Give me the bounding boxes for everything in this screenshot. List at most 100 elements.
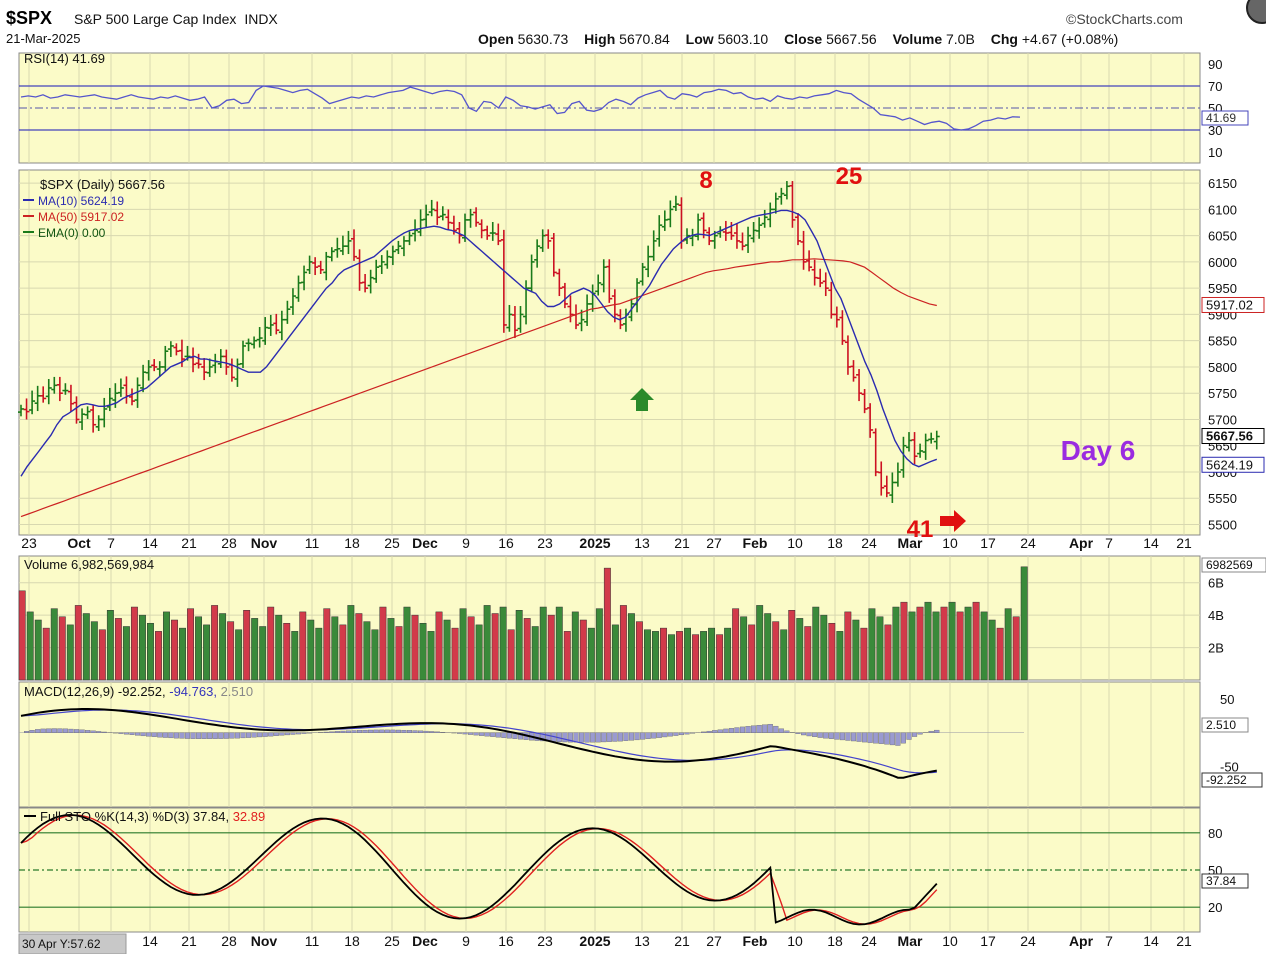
volume-bar [876,616,884,681]
macd-hist-bar [96,731,102,733]
chg-value: +4.67 (+0.08%) [1021,31,1119,47]
ohlc-bar [550,233,557,277]
ohlc-bar [667,200,674,228]
volume-bar [411,614,419,681]
ohlc-bar [722,220,729,241]
volume-bar [18,590,26,681]
ohlc-bar [889,472,896,503]
red-arrow-icon [940,510,966,532]
ohlc-bar [761,209,768,228]
price-tick-label: 5550 [1208,491,1237,506]
ohlc-bar [506,304,513,332]
volume-bar [1004,608,1012,681]
volume-bar [427,631,435,681]
macd-hist-bar [606,732,612,742]
macd-hist-bar [362,729,368,733]
symbol: $SPX [6,8,53,28]
macd-hist-bar [129,732,135,735]
ohlc-bar [267,314,274,336]
ohlc-bar [251,336,258,349]
macd-hist-bar [856,732,862,742]
time-tick-label: 7 [1105,535,1113,551]
volume-bar [379,606,387,681]
annotation-day6: Day 6 [1061,435,1136,466]
volume-bar [138,614,146,681]
ohlc-bar [484,225,491,240]
volume-bar [956,611,964,681]
macd-hist-bar [862,732,868,743]
volume-bar [619,605,627,681]
time-tick-label: 23 [537,535,553,551]
macd-hist-bar [351,730,357,733]
time-tick-label: 10 [942,535,958,551]
ohlc-bar [23,398,30,420]
macd-hist-bar [223,732,229,739]
macd-hist-bar [284,732,290,736]
volume-bar [315,627,323,681]
ohlc-bar [400,236,407,257]
time-tick-label: 27 [706,535,722,551]
macd-hist-bar [229,732,235,739]
macd-hist-bar [906,732,912,740]
ohlc-bar [73,396,80,424]
ohlc-bar [739,232,746,251]
ohlc-bar [206,358,213,377]
volume-legend: Volume 6,982,569,984 [24,557,154,572]
time-tick-label-bottom: 17 [980,933,996,949]
macd-hist-bar [29,730,35,733]
ohlc-bar [600,259,607,293]
macd-last-box [1201,772,1263,788]
crosshair-readout: 30 Apr Y:57.62 [22,937,101,951]
sto-last-box [1201,873,1249,889]
macd-legend-value: -92.252, [118,684,169,699]
time-tick-label: Apr [1069,535,1094,551]
volume-bar [692,634,699,681]
brand-logo[interactable]: ©StockCharts.com [1066,11,1183,27]
macd-hist-bar [867,732,873,743]
volume-bar [82,613,90,681]
ohlc-bar [822,272,829,297]
macd-hist-bar [739,726,746,733]
time-tick-label: 2025 [579,535,610,551]
volume-bar [459,608,467,681]
ohlc-bar [467,208,474,228]
macd-hist-bar [218,732,224,739]
macd-hist-bar [323,731,329,733]
close-button[interactable] [1246,0,1266,24]
sto-k-line [20,813,938,926]
time-tick-label: 21 [181,535,197,551]
volume-bar [772,621,780,681]
time-tick-label-bottom: 24 [1020,933,1036,949]
time-tick-label-bottom: Mar [898,933,923,949]
price-tick-label: 5500 [1208,517,1237,532]
macd-hist-bar [251,732,257,738]
volume-bar [227,621,235,681]
volume-tick-label: 4B [1208,608,1224,623]
macd-hist-bar [767,724,773,733]
chart-header: $SPX S&P 500 Large Cap Index INDX 21-Mar… [0,0,1266,50]
macd-hist-bar [562,732,568,743]
macd-hist-bar [889,732,895,746]
ohlc-bar [795,213,801,246]
ohlc-bar [223,349,230,375]
exchange: INDX [244,11,278,27]
ohlc-bar [661,210,668,231]
volume-bar [331,616,339,681]
ohlc-bar [428,199,435,217]
macd-hist-bar [273,732,279,736]
ma10-legend: MA(10) 5624.19 [38,194,124,208]
volume-bar [603,567,611,681]
volume-bar [507,629,515,681]
volume-bar [555,606,563,681]
volume-bar [491,613,499,681]
ohlc-bar [245,338,252,352]
volume-bar [764,613,772,681]
volume-bar [900,601,908,681]
ohlc-bar [672,195,679,211]
volume-bar [90,621,98,681]
time-tick-label: 24 [1020,535,1036,551]
volume-bar [700,631,708,681]
rsi-tick-label: 70 [1208,79,1222,94]
volume-bar [579,619,587,681]
